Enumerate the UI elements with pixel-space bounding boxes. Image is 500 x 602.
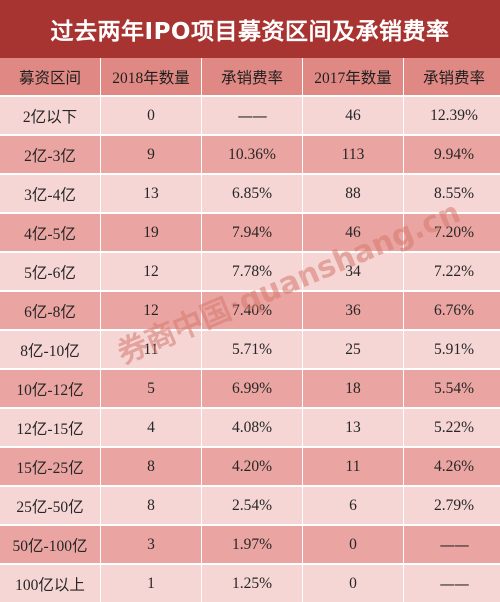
table-cell-2017-count: 25 [303,331,403,368]
table-cell-2017-fee-rate: 6.76% [404,292,500,329]
table-cell-range: 6亿-8亿 [0,292,100,329]
table-cell-2018-fee-rate: 10.36% [202,136,302,173]
table-cell-2018-count: 0 [101,97,201,134]
table-cell-2017-fee-rate: 7.20% [404,214,500,251]
table-cell-range: 50亿-100亿 [0,526,100,563]
header-cell-2017-fee-rate: 承销费率 [404,58,500,95]
data-table: 募资区间 2018年数量 承销费率 2017年数量 承销费率 2亿以下 0 —— 46… [0,58,500,602]
table-cell-2017-fee-rate: 7.22% [404,253,500,290]
table-cell-2017-fee-rate: 12.39% [404,97,500,134]
table-cell-2017-fee-rate: 8.55% [404,175,500,212]
table-cell-2017-fee-rate: —— [404,526,500,563]
table-cell-2017-fee-rate: 9.94% [404,136,500,173]
table-cell-2018-count: 13 [101,175,201,212]
table-cell-2017-count: 88 [303,175,403,212]
table-cell-2017-count: 34 [303,253,403,290]
table-cell-2017-count: 113 [303,136,403,173]
table-cell-2018-count: 8 [101,487,201,524]
header-cell-2017-count: 2017年数量 [303,58,403,95]
table-cell-2018-count: 9 [101,136,201,173]
table-cell-2018-count: 5 [101,370,201,407]
table-cell-2017-count: 18 [303,370,403,407]
table-cell-2017-count: 46 [303,97,403,134]
table-cell-2018-fee-rate: 1.25% [202,565,302,602]
table-cell-2017-count: 0 [303,565,403,602]
table-cell-2018-fee-rate: 7.78% [202,253,302,290]
table-cell-2017-count: 46 [303,214,403,251]
table-cell-2018-count: 11 [101,331,201,368]
table-cell-2017-fee-rate: 5.22% [404,409,500,446]
table-cell-range: 15亿-25亿 [0,448,100,485]
table-cell-2017-fee-rate: —— [404,565,500,602]
table-cell-2018-fee-rate: 4.20% [202,448,302,485]
table-cell-2018-fee-rate: 6.99% [202,370,302,407]
header-cell-2018-count: 2018年数量 [101,58,201,95]
table-cell-range: 2亿-3亿 [0,136,100,173]
table-cell-range: 12亿-15亿 [0,409,100,446]
table-cell-2017-count: 0 [303,526,403,563]
table-cell-2017-fee-rate: 4.26% [404,448,500,485]
table-cell-range: 8亿-10亿 [0,331,100,368]
table-cell-2018-fee-rate: 2.54% [202,487,302,524]
table-title: 过去两年IPO项目募资区间及承销费率 [0,0,500,58]
table-cell-2017-count: 11 [303,448,403,485]
table-cell-2018-count: 3 [101,526,201,563]
table-cell-2018-fee-rate: 5.71% [202,331,302,368]
table-cell-range: 100亿以上 [0,565,100,602]
table-cell-2017-count: 36 [303,292,403,329]
table-cell-2018-fee-rate: 7.94% [202,214,302,251]
table-cell-2018-count: 1 [101,565,201,602]
table-cell-range: 2亿以下 [0,97,100,134]
header-cell-2018-fee-rate: 承销费率 [202,58,302,95]
table-cell-2017-count: 6 [303,487,403,524]
table-cell-2017-fee-rate: 2.79% [404,487,500,524]
table-cell-range: 5亿-6亿 [0,253,100,290]
table-cell-2018-count: 4 [101,409,201,446]
header-cell-range: 募资区间 [0,58,100,95]
table-cell-2018-count: 12 [101,292,201,329]
table-cell-2018-count: 8 [101,448,201,485]
table-cell-2018-fee-rate: 4.08% [202,409,302,446]
table-cell-2018-fee-rate: 6.85% [202,175,302,212]
table-cell-2018-count: 19 [101,214,201,251]
table-cell-range: 4亿-5亿 [0,214,100,251]
table-cell-2018-count: 12 [101,253,201,290]
table-cell-2017-fee-rate: 5.91% [404,331,500,368]
table-cell-range: 25亿-50亿 [0,487,100,524]
table-cell-range: 3亿-4亿 [0,175,100,212]
table-cell-2017-fee-rate: 5.54% [404,370,500,407]
table-cell-2017-count: 13 [303,409,403,446]
table-cell-2018-fee-rate: 1.97% [202,526,302,563]
table-cell-2018-fee-rate: 7.40% [202,292,302,329]
table-cell-2018-fee-rate: —— [202,97,302,134]
table-cell-range: 10亿-12亿 [0,370,100,407]
